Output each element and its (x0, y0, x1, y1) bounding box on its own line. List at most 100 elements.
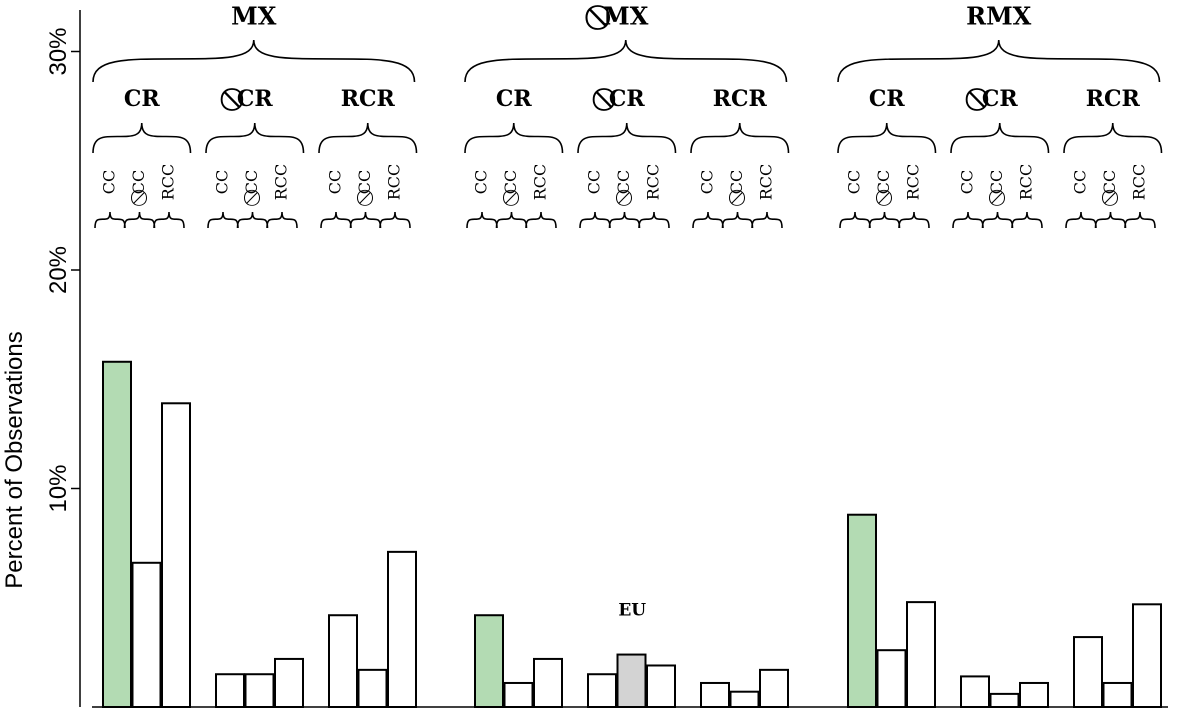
group-braces (92, 39, 1163, 229)
bar (1102, 681, 1133, 709)
level3-label: RCC (1017, 164, 1036, 201)
bar (215, 673, 245, 708)
level1-label: MX (231, 2, 277, 31)
level3-label: CC (1071, 170, 1090, 194)
bar (357, 668, 388, 708)
level3-label: ⃠CC (874, 170, 893, 206)
level3-label: RCC (904, 164, 923, 201)
group-labels: MX CR CC⃠CC RCC⃠CR CC⃠CC RCC RCR CC⃠CC RCC⃠MX CR C… (100, 2, 1149, 621)
bar (328, 614, 358, 708)
y-tick-label: 20% (45, 246, 72, 294)
level3-brace (207, 211, 239, 229)
level3-brace (981, 211, 1014, 229)
level3-brace (466, 211, 498, 229)
level3-label: CC (326, 170, 345, 194)
level3-brace (579, 211, 611, 229)
level3-label: CC (100, 170, 119, 194)
bar (1019, 681, 1049, 709)
level3-brace (839, 211, 871, 229)
level3-brace (320, 211, 352, 229)
level3-label: CC (585, 170, 604, 194)
bar (989, 692, 1020, 709)
bar (474, 614, 504, 708)
level3-label: CC (472, 170, 491, 194)
bar (587, 673, 617, 708)
bar (847, 513, 877, 708)
level3-brace (721, 211, 754, 229)
level2-brace (205, 122, 305, 154)
level3-label: RCC (159, 164, 178, 201)
level3-label: RCC (644, 164, 663, 201)
level2-brace (318, 122, 418, 154)
level3-label: ⃠CC (614, 170, 633, 206)
level3-label: ⃠CC (501, 170, 520, 206)
level3-brace (525, 211, 557, 229)
bar (161, 402, 191, 708)
level3-brace (868, 211, 901, 229)
bar (244, 673, 275, 708)
level3-label: RCC (531, 164, 550, 201)
level3-brace (153, 211, 185, 229)
level2-label: RCR (1086, 86, 1141, 112)
level3-brace (692, 211, 724, 229)
level2-brace (92, 122, 192, 154)
level2-brace (690, 122, 790, 154)
level2-label: CR (496, 86, 533, 112)
level3-brace (1011, 211, 1043, 229)
bars (102, 360, 1162, 709)
level3-label: RCC (1130, 164, 1149, 201)
level1-brace (92, 39, 416, 83)
level3-brace (379, 211, 411, 229)
level3-brace (236, 211, 269, 229)
level3-brace (952, 211, 984, 229)
level3-brace (638, 211, 670, 229)
level3-label: RCC (272, 164, 291, 201)
level3-label: CC (698, 170, 717, 194)
level1-label: RMX (966, 2, 1032, 31)
level1-label: ⃠MX (585, 2, 649, 31)
level3-label: ⃠CC (129, 170, 148, 206)
bar (729, 690, 760, 709)
y-axis-title: Percent of Observations (1, 331, 28, 588)
level3-label: ⃠CC (242, 170, 261, 206)
level3-brace (94, 211, 126, 229)
level2-brace (837, 122, 937, 154)
level3-brace (751, 211, 783, 229)
level2-label: ⃠CR (220, 86, 274, 112)
level3-label: CC (845, 170, 864, 194)
annotation-label: EU (618, 601, 646, 621)
level3-label: ⃠CC (1100, 170, 1119, 206)
level3-brace (1094, 211, 1127, 229)
y-tick-label: 30% (45, 27, 72, 75)
bar (274, 657, 304, 708)
bar (1132, 603, 1162, 708)
bar (1073, 636, 1103, 709)
level1-brace (837, 39, 1161, 83)
bar (646, 664, 676, 708)
level3-brace (495, 211, 528, 229)
bar (906, 601, 936, 708)
level2-brace (1063, 122, 1163, 154)
level2-label: ⃠CR (965, 86, 1019, 112)
level2-brace (577, 122, 677, 154)
bar (533, 657, 563, 708)
level3-label: ⃠CC (987, 170, 1006, 206)
level3-label: RCC (757, 164, 776, 201)
level3-brace (1124, 211, 1156, 229)
bar (759, 668, 789, 708)
level2-label: RCR (341, 86, 396, 112)
level1-brace (464, 39, 788, 83)
level2-label: CR (124, 86, 161, 112)
level2-label: RCR (713, 86, 768, 112)
y-tick-label: 10% (45, 464, 72, 512)
bar (700, 681, 730, 709)
level2-label: ⃠CR (592, 86, 646, 112)
bar (960, 675, 990, 708)
level3-brace (1065, 211, 1097, 229)
level3-brace (266, 211, 298, 229)
level2-brace (950, 122, 1050, 154)
bar (616, 653, 647, 708)
level3-brace (608, 211, 641, 229)
level2-brace (464, 122, 564, 154)
